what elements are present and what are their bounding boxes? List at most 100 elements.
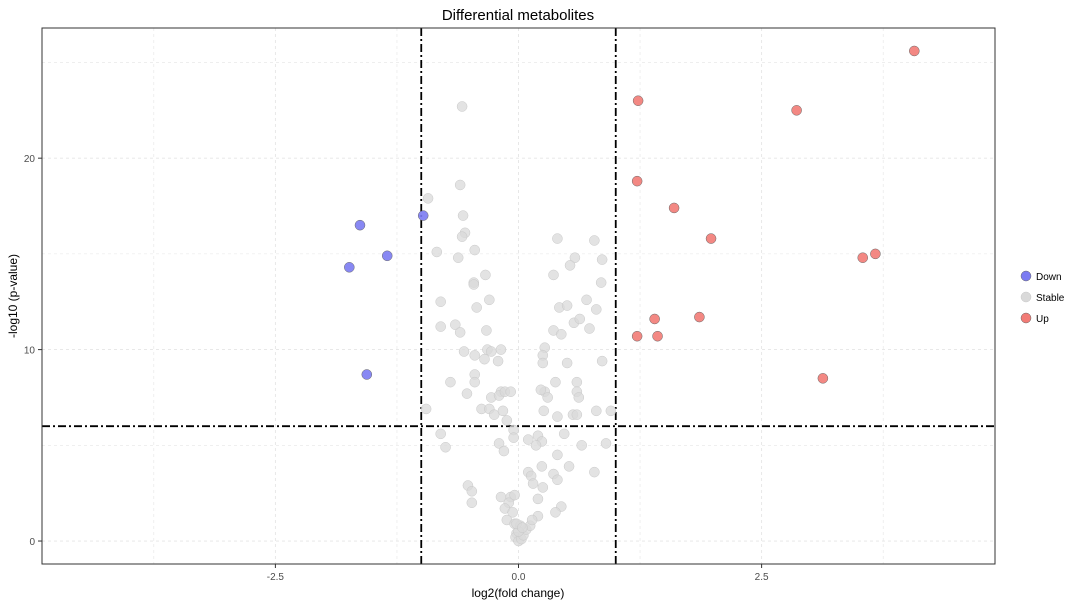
data-point-stable xyxy=(550,507,561,518)
data-point-stable xyxy=(561,357,573,369)
data-point-down xyxy=(417,210,429,221)
y-axis-ticks: 0 10 20 xyxy=(24,154,42,548)
data-point-stable xyxy=(596,355,608,367)
data-point-up xyxy=(632,95,644,106)
x-axis-ticks: -2.5 0.0 2.5 xyxy=(267,564,769,583)
data-point-stable xyxy=(548,269,559,281)
data-point-stable xyxy=(550,376,561,388)
data-point-stable xyxy=(498,445,510,457)
series-stable xyxy=(420,101,617,547)
data-point-down xyxy=(344,262,355,273)
data-point-stable xyxy=(589,235,600,246)
data-point-stable xyxy=(576,440,587,451)
data-point-stable xyxy=(552,233,563,244)
data-point-stable xyxy=(507,507,518,518)
data-point-stable xyxy=(508,432,519,443)
data-point-stable xyxy=(458,346,470,357)
data-point-stable xyxy=(445,376,456,388)
data-point-stable xyxy=(492,355,504,367)
data-point-up xyxy=(705,233,717,244)
data-point-stable xyxy=(501,415,513,426)
data-point-up xyxy=(870,248,881,260)
data-point-stable xyxy=(435,321,446,332)
data-point-stable xyxy=(538,405,550,417)
data-point-stable xyxy=(484,294,495,306)
data-point-stable xyxy=(497,405,509,417)
data-point-stable xyxy=(471,302,482,313)
legend-label: Up xyxy=(1036,314,1049,325)
data-point-stable xyxy=(480,269,491,281)
data-point-stable xyxy=(558,428,570,440)
data-point-up xyxy=(817,373,829,384)
data-point-stable xyxy=(536,461,548,472)
data-point-down xyxy=(354,219,366,231)
legend-item-up: Up xyxy=(1020,312,1049,325)
data-point-stable xyxy=(535,384,547,396)
data-point-stable xyxy=(591,405,602,417)
legend-item-stable: Stable xyxy=(1020,291,1065,304)
data-point-stable xyxy=(468,279,480,290)
data-point-stable xyxy=(493,438,505,449)
data-point-stable xyxy=(552,449,563,461)
y-tick-label: 20 xyxy=(24,154,36,165)
legend-key-down xyxy=(1020,270,1032,282)
data-point-stable xyxy=(469,350,480,361)
gridlines xyxy=(42,28,995,564)
data-point-up xyxy=(652,330,663,342)
data-point-stable xyxy=(479,353,490,365)
data-point-up xyxy=(909,45,920,57)
data-point-stable xyxy=(573,392,585,403)
legend: Down Stable Up xyxy=(1020,270,1065,325)
legend-key-stable xyxy=(1020,291,1032,303)
y-axis-label: -log10 (p-value) xyxy=(6,254,20,338)
data-point-stable xyxy=(450,319,461,330)
data-point-stable xyxy=(456,231,468,242)
data-point-stable xyxy=(542,392,553,403)
data-point-stable xyxy=(461,388,473,399)
data-point-stable xyxy=(454,179,466,191)
data-point-stable xyxy=(561,300,573,311)
data-point-up xyxy=(631,175,643,187)
data-point-up xyxy=(791,105,802,116)
data-point-stable xyxy=(600,438,612,449)
data-point-stable xyxy=(527,478,539,489)
data-point-stable xyxy=(440,441,451,453)
data-point-stable xyxy=(569,252,581,263)
data-point-stable xyxy=(435,428,446,440)
data-point-stable xyxy=(552,411,563,422)
x-tick-label: -2.5 xyxy=(267,572,285,583)
chart-title: Differential metabolites xyxy=(442,7,594,24)
data-point-stable xyxy=(481,325,492,336)
data-point-stable xyxy=(456,101,468,112)
data-point-stable xyxy=(486,346,497,357)
data-point-stable xyxy=(466,497,478,508)
data-point-stable xyxy=(584,323,595,334)
data-point-down xyxy=(361,369,373,380)
data-point-stable xyxy=(469,244,480,256)
data-point-stable xyxy=(530,440,542,451)
legend-label: Stable xyxy=(1036,293,1065,304)
data-point-stable xyxy=(532,493,544,505)
data-point-stable xyxy=(574,313,586,325)
data-point-up xyxy=(631,330,643,342)
series-up xyxy=(631,45,920,384)
data-point-stable xyxy=(522,434,534,445)
data-point-stable xyxy=(571,376,583,388)
data-point-stable xyxy=(595,277,607,288)
data-point-stable xyxy=(556,329,567,340)
data-point-stable xyxy=(505,386,516,397)
legend-key-up xyxy=(1020,312,1032,324)
legend-label: Down xyxy=(1036,272,1062,283)
x-axis-label: log2(fold change) xyxy=(472,586,565,600)
data-point-stable xyxy=(422,193,434,204)
data-point-stable xyxy=(605,405,617,417)
data-point-stable xyxy=(509,489,520,501)
data-point-stable xyxy=(488,409,500,420)
data-point-stable xyxy=(537,357,549,369)
data-point-stable xyxy=(457,210,469,221)
data-point-stable xyxy=(495,344,507,355)
data-point-stable xyxy=(552,474,563,486)
data-points xyxy=(344,45,920,547)
data-point-stable xyxy=(589,466,600,478)
